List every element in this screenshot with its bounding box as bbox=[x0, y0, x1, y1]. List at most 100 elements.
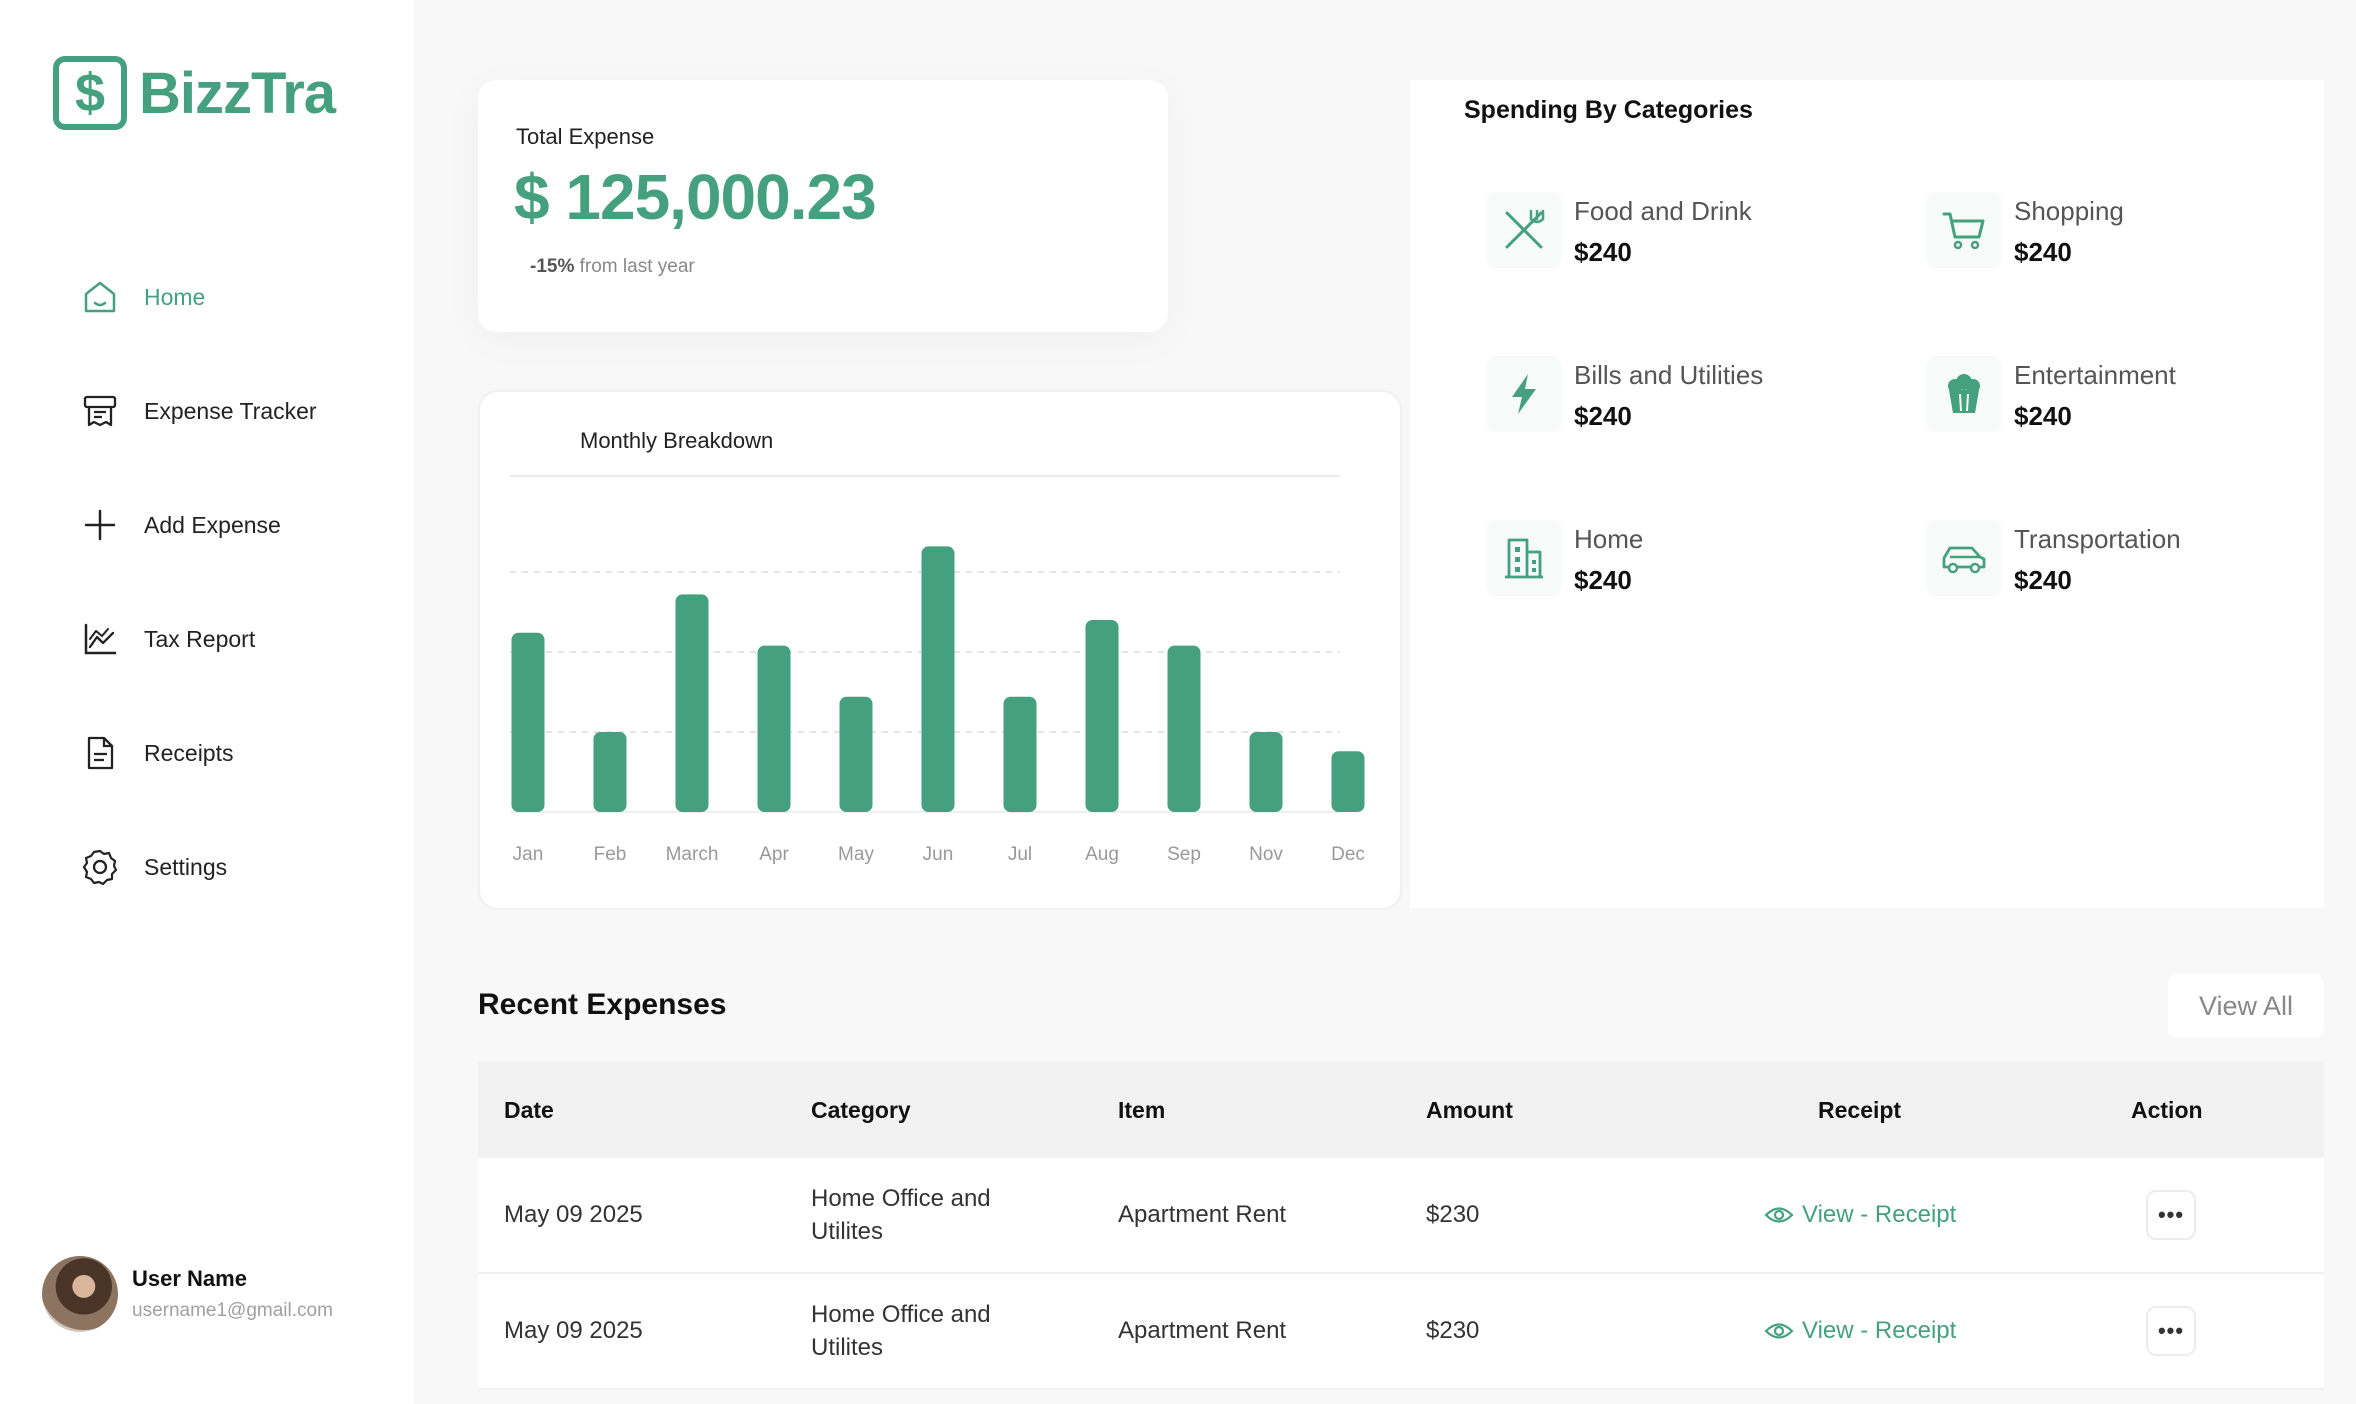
chart-x-tick-label: Nov bbox=[1249, 844, 1283, 865]
category-value: $240 bbox=[2014, 401, 2072, 431]
table-header: Date Category Item Amount Receipt Action bbox=[478, 1062, 2324, 1158]
cell-category: Home Office and Utilites bbox=[811, 1182, 991, 1248]
chart-bar bbox=[839, 696, 873, 812]
total-expense-amount: $ 125,000.23 bbox=[514, 161, 877, 233]
categories-title: Spending By Categories bbox=[1464, 96, 1753, 124]
category-bills-and-utilities[interactable]: Bills and Utilities $240 bbox=[1486, 356, 1763, 432]
category-value: $240 bbox=[1574, 401, 1632, 431]
sidebar-item-label: Add Expense bbox=[144, 511, 281, 538]
change-percent: -15% bbox=[530, 256, 575, 277]
sidebar-item-label: Home bbox=[144, 283, 206, 310]
category-transportation[interactable]: Transportation $240 bbox=[1926, 520, 2181, 596]
more-dots-icon: ••• bbox=[2157, 1318, 2185, 1343]
cell-amount: $230 bbox=[1426, 1201, 1480, 1228]
category-name: Food and Drink bbox=[1574, 196, 1752, 226]
chart-x-tick-label: Dec bbox=[1331, 844, 1365, 865]
row-actions-button[interactable]: ••• bbox=[2146, 1190, 2196, 1240]
more-dots-icon: ••• bbox=[2157, 1202, 2185, 1227]
cell-date: May 09 2025 bbox=[504, 1317, 643, 1344]
logo-text: BizzTra bbox=[139, 60, 336, 126]
home-icon bbox=[80, 277, 120, 317]
chart-x-tick-label: May bbox=[838, 844, 874, 865]
line-chart-icon bbox=[80, 619, 120, 659]
cell-item: Apartment Rent bbox=[1118, 1201, 1287, 1228]
monthly-breakdown-card: Monthly Breakdown Jan Feb March Apr May Jun Ju… bbox=[478, 390, 1402, 910]
column-header-date[interactable]: Date bbox=[504, 1096, 554, 1123]
chart-bar bbox=[1167, 645, 1201, 812]
logo-symbol: $ bbox=[74, 63, 106, 123]
sidebar-nav: Home Expense Tracker Add Expense Tax Rep… bbox=[80, 240, 317, 924]
user-profile[interactable]: User Name username1@gmail.com bbox=[42, 1256, 333, 1332]
table-row[interactable]: May 09 2025 Home Office and Utilites Apar… bbox=[478, 1274, 2324, 1390]
view-receipt-label: View - Receipt bbox=[1802, 1317, 1957, 1344]
chart-bar bbox=[1331, 751, 1365, 812]
sidebar-item-label: Expense Tracker bbox=[144, 397, 317, 424]
category-value: $240 bbox=[2014, 565, 2072, 595]
document-icon bbox=[80, 733, 120, 773]
view-all-button[interactable]: View All bbox=[2168, 974, 2324, 1038]
bolt-icon bbox=[1486, 356, 1562, 432]
cell-category: Home Office and Utilites bbox=[811, 1298, 991, 1364]
sidebar-item-label: Tax Report bbox=[144, 625, 256, 652]
chart-bar bbox=[511, 632, 545, 812]
sidebar-item-settings[interactable]: Settings bbox=[80, 810, 317, 924]
category-home[interactable]: Home $240 bbox=[1486, 520, 1643, 596]
chart-x-tick-label: Jun bbox=[923, 844, 954, 865]
column-header-amount[interactable]: Amount bbox=[1426, 1096, 1513, 1123]
category-name: Home bbox=[1574, 524, 1644, 554]
sidebar-item-tax-report[interactable]: Tax Report bbox=[80, 582, 317, 696]
category-name: Bills and Utilities bbox=[1574, 360, 1764, 390]
chart-bar bbox=[675, 594, 709, 812]
category-value: $240 bbox=[1574, 237, 1632, 267]
cell-category-line2: Utilites bbox=[811, 1218, 884, 1245]
column-header-receipt[interactable]: Receipt bbox=[1818, 1096, 1902, 1123]
column-header-category[interactable]: Category bbox=[811, 1096, 911, 1123]
dollar-logo-icon: $ bbox=[53, 56, 127, 130]
cell-category-line1: Home Office and bbox=[811, 1301, 991, 1328]
car-icon bbox=[1926, 520, 2002, 596]
total-expense-change: -15% from last year bbox=[530, 256, 695, 278]
view-receipt-link[interactable]: View - Receipt bbox=[1764, 1201, 1956, 1229]
chart-x-tick-label: Jul bbox=[1008, 844, 1032, 865]
row-actions-button[interactable]: ••• bbox=[2146, 1306, 2196, 1356]
chart-x-tick-label: March bbox=[666, 844, 719, 865]
sidebar-item-label: Receipts bbox=[144, 739, 234, 766]
category-food-and-drink[interactable]: Food and Drink $240 bbox=[1486, 192, 1752, 268]
recent-expenses-table: Date Category Item Amount Receipt Action… bbox=[478, 1062, 2324, 1390]
category-name: Transportation bbox=[2014, 524, 2181, 554]
chart-title: Monthly Breakdown bbox=[580, 428, 774, 453]
table-row[interactable]: May 09 2025 Home Office and Utilites Apar… bbox=[478, 1158, 2324, 1274]
recent-expenses-title: Recent Expenses bbox=[478, 988, 727, 1021]
sidebar-item-expense-tracker[interactable]: Expense Tracker bbox=[80, 354, 317, 468]
chart-bar bbox=[1003, 696, 1037, 812]
user-info: User Name username1@gmail.com bbox=[132, 1266, 333, 1322]
chart-bar bbox=[1085, 620, 1119, 812]
column-header-item[interactable]: Item bbox=[1118, 1096, 1166, 1123]
popcorn-icon bbox=[1926, 356, 2002, 432]
view-receipt-link[interactable]: View - Receipt bbox=[1764, 1317, 1956, 1345]
total-expense-label: Total Expense bbox=[516, 124, 655, 149]
chart-x-tick-label: Aug bbox=[1085, 844, 1119, 865]
chart-x-tick-label: Feb bbox=[594, 844, 627, 865]
building-icon bbox=[1486, 520, 1562, 596]
chart-x-tick-label: Sep bbox=[1167, 844, 1201, 865]
cell-category-line1: Home Office and bbox=[811, 1185, 991, 1212]
column-header-action[interactable]: Action bbox=[2131, 1096, 2203, 1123]
chart-x-tick-label: Apr bbox=[759, 844, 789, 865]
receipt-icon bbox=[80, 391, 120, 431]
sidebar-item-label: Settings bbox=[144, 853, 228, 880]
sidebar-item-home[interactable]: Home bbox=[80, 240, 317, 354]
chart-bar bbox=[921, 546, 955, 812]
sidebar-item-receipts[interactable]: Receipts bbox=[80, 696, 317, 810]
category-name: Entertainment bbox=[2014, 360, 2176, 390]
category-value: $240 bbox=[2014, 237, 2072, 267]
sidebar-item-add-expense[interactable]: Add Expense bbox=[80, 468, 317, 582]
cell-category-line2: Utilites bbox=[811, 1334, 884, 1361]
monthly-bar-chart: Jan Feb March Apr May Jun Jul Aug Sep Nov Dec bbox=[510, 475, 1365, 865]
category-shopping[interactable]: Shopping $240 bbox=[1926, 192, 2124, 268]
logo[interactable]: $ BizzTra bbox=[53, 56, 336, 130]
avatar bbox=[42, 1256, 118, 1332]
user-name: User Name bbox=[132, 1266, 247, 1291]
category-entertainment[interactable]: Entertainment $240 bbox=[1926, 356, 2176, 432]
utensils-icon bbox=[1486, 192, 1562, 268]
